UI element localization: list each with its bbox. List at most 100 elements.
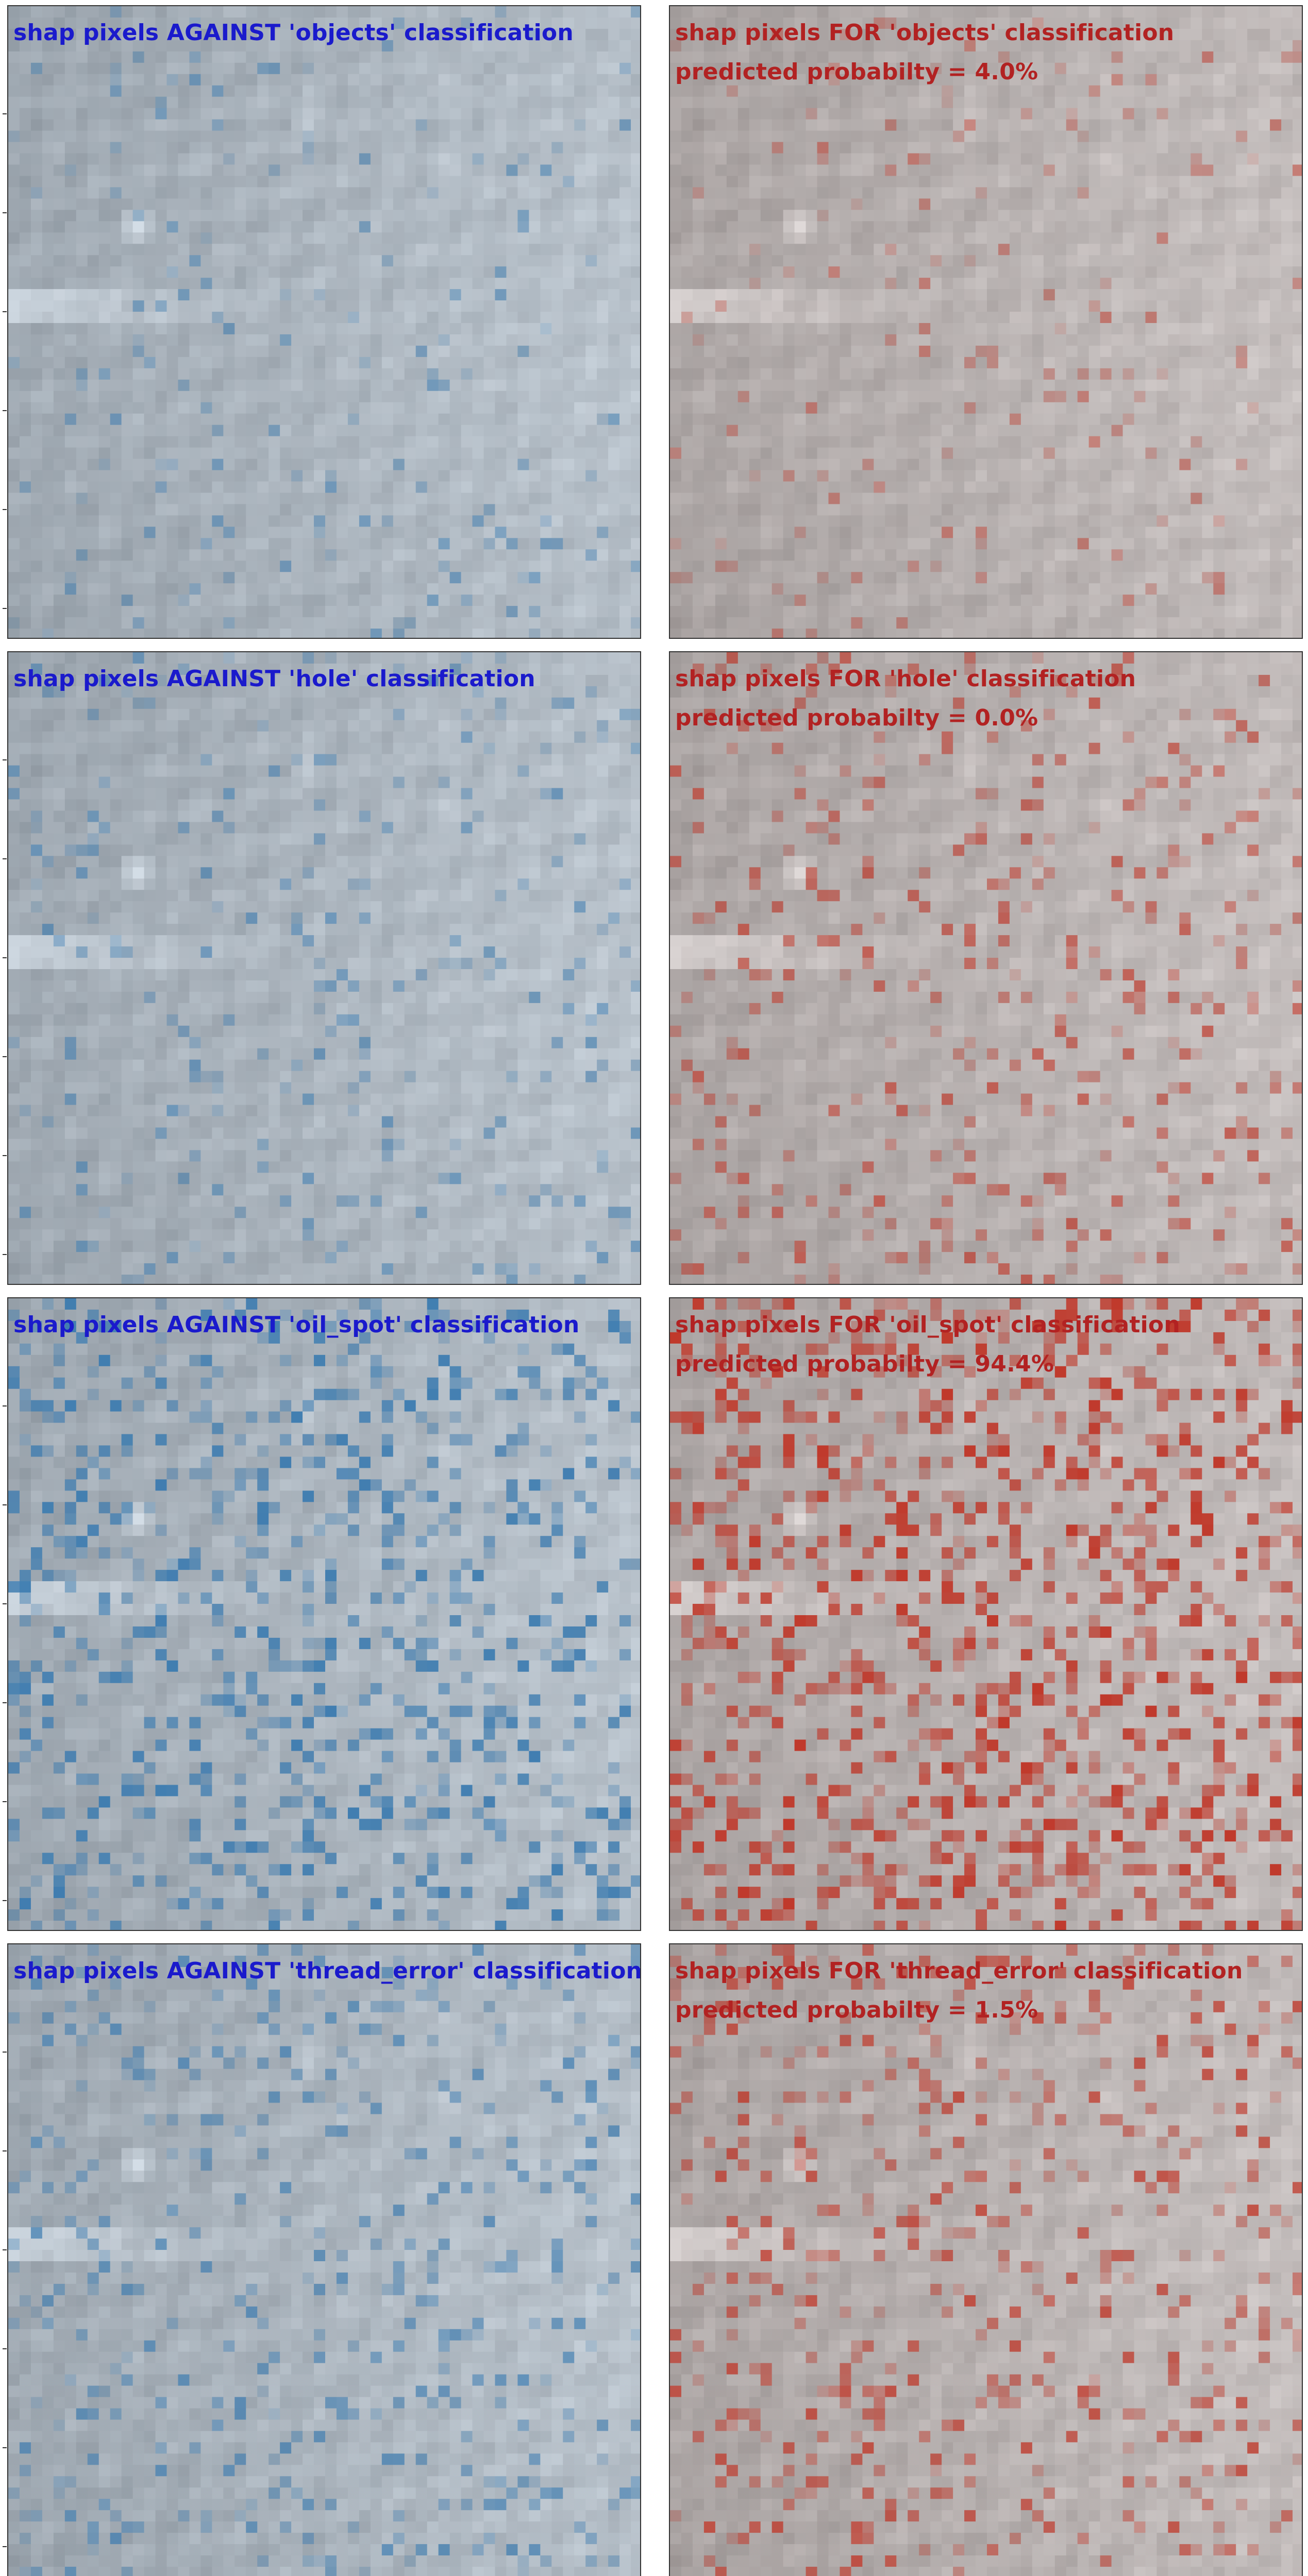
heatmap-cell xyxy=(529,210,541,222)
heatmap-cell xyxy=(760,312,773,324)
heatmap-cell xyxy=(619,606,631,618)
heatmap-cell xyxy=(1168,266,1180,278)
heatmap-cell xyxy=(472,402,484,414)
heatmap-cell xyxy=(942,74,953,86)
heatmap-cell xyxy=(257,153,269,165)
heatmap-cell xyxy=(257,108,269,120)
heatmap-cell xyxy=(246,606,258,618)
heatmap-cell xyxy=(144,17,156,29)
heatmap-cell xyxy=(631,413,640,426)
heatmap-cell xyxy=(64,436,77,448)
heatmap-cell xyxy=(1236,300,1248,312)
heatmap-cell xyxy=(1179,62,1191,75)
heatmap-cell xyxy=(370,515,382,527)
heatmap-cell xyxy=(166,345,179,358)
heatmap-cell xyxy=(64,447,77,460)
heatmap-cell xyxy=(212,504,224,516)
heatmap-cell xyxy=(563,232,575,244)
heatmap-cell xyxy=(619,470,631,482)
heatmap-cell xyxy=(930,119,942,131)
heatmap-cell xyxy=(438,142,450,154)
heatmap-cell xyxy=(98,357,111,369)
heatmap-cell xyxy=(472,85,484,97)
heatmap-cell xyxy=(1236,74,1248,86)
heatmap-cell xyxy=(427,368,439,380)
heatmap-cell xyxy=(540,323,552,335)
heatmap-cell xyxy=(461,357,473,369)
heatmap-cell xyxy=(155,221,167,233)
heatmap-cell xyxy=(461,323,473,335)
heatmap-cell xyxy=(817,164,829,177)
heatmap-cell xyxy=(200,572,212,584)
heatmap-cell xyxy=(472,255,484,267)
heatmap-cell xyxy=(223,74,235,86)
heatmap-cell xyxy=(223,549,235,561)
heatmap-cell xyxy=(325,300,337,312)
heatmap-cell xyxy=(415,345,428,358)
heatmap-cell xyxy=(393,130,405,143)
heatmap-cell xyxy=(1247,323,1259,335)
heatmap-cell xyxy=(987,96,999,109)
heatmap-cell xyxy=(393,142,405,154)
heatmap-cell xyxy=(703,187,716,199)
heatmap-cell xyxy=(472,153,484,165)
heatmap-cell xyxy=(495,583,507,595)
heatmap-cell xyxy=(908,119,919,131)
heatmap-cell xyxy=(8,481,20,494)
heatmap-cell xyxy=(8,368,20,380)
heatmap-cell xyxy=(597,606,609,618)
heatmap-cell xyxy=(8,312,20,324)
heatmap-cell xyxy=(495,266,507,278)
heatmap-cell xyxy=(144,28,156,41)
heatmap-cell xyxy=(110,164,122,177)
heatmap-cell xyxy=(692,323,705,335)
heatmap-cell xyxy=(325,221,337,233)
heatmap-cell xyxy=(964,74,976,86)
heatmap-cell xyxy=(862,312,874,324)
heatmap-cell xyxy=(212,130,224,143)
heatmap-cell xyxy=(772,142,784,154)
heatmap-cell xyxy=(336,6,348,18)
heatmap-cell xyxy=(1009,176,1021,188)
heatmap-cell xyxy=(1202,221,1214,233)
heatmap-cell xyxy=(529,595,541,606)
heatmap-cell xyxy=(325,96,337,109)
heatmap-cell xyxy=(449,334,462,346)
heatmap-cell xyxy=(551,368,563,380)
heatmap-cell xyxy=(393,232,405,244)
heatmap-cell xyxy=(189,312,201,324)
heatmap-cell xyxy=(155,130,167,143)
heatmap-cell xyxy=(1134,368,1146,380)
heatmap-cell xyxy=(472,17,484,29)
heatmap-cell xyxy=(506,583,518,595)
heatmap-cell xyxy=(472,549,484,561)
heatmap-cell xyxy=(737,28,750,41)
heatmap-cell xyxy=(964,6,976,18)
heatmap-cell xyxy=(772,323,784,335)
heatmap-cell xyxy=(1293,187,1302,199)
heatmap-cell xyxy=(415,481,428,494)
heatmap-cell xyxy=(919,244,931,256)
heatmap-cell xyxy=(483,62,496,75)
heatmap-cell xyxy=(1020,334,1033,346)
heatmap-cell xyxy=(483,244,496,256)
heatmap-cell xyxy=(794,266,807,278)
heatmap-cell xyxy=(189,549,201,561)
heatmap-cell xyxy=(132,436,145,448)
heatmap-cell xyxy=(280,527,292,538)
heatmap-cell xyxy=(585,289,597,301)
heatmap-cell xyxy=(449,504,462,516)
heatmap-cell xyxy=(760,255,773,267)
heatmap-cell xyxy=(1077,6,1089,18)
heatmap-cell xyxy=(64,51,77,63)
heatmap-cell xyxy=(449,515,462,527)
heatmap-cell xyxy=(1213,357,1225,369)
heatmap-cell xyxy=(506,629,518,638)
heatmap-cell xyxy=(794,51,807,63)
heatmap-cell xyxy=(896,6,908,18)
heatmap-cell xyxy=(1020,130,1033,143)
heatmap-cell xyxy=(110,629,122,638)
heatmap-cell xyxy=(1020,62,1033,75)
heatmap-cell xyxy=(885,85,897,97)
heatmap-cell xyxy=(574,300,586,312)
